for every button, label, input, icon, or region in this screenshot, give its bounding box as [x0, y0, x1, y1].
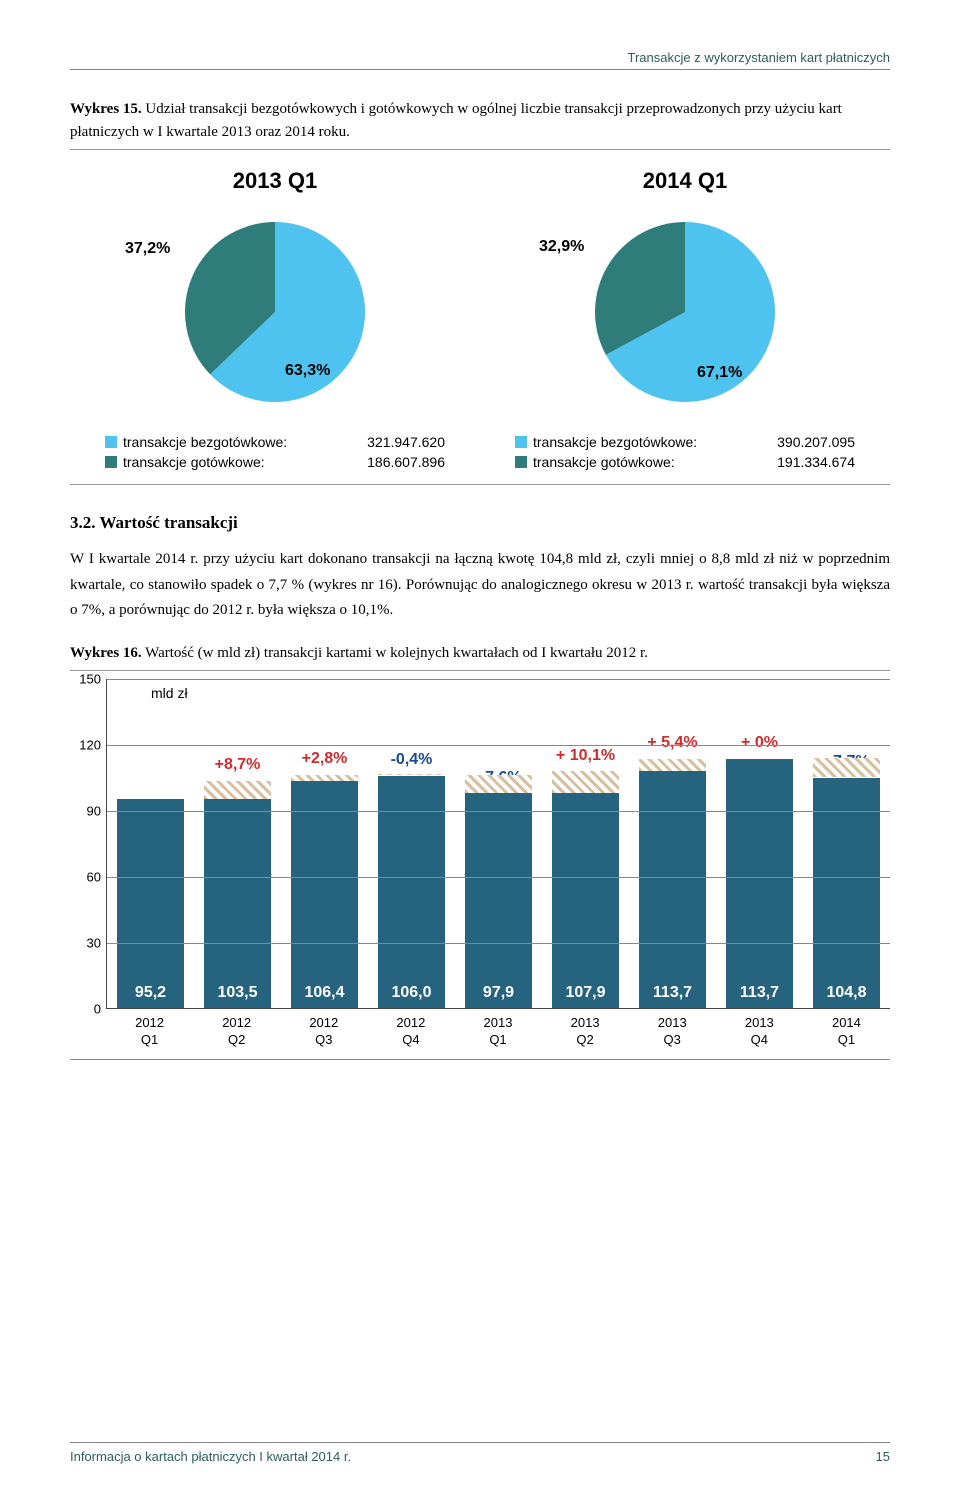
bar: 95,2 — [117, 799, 185, 1008]
y-tick-label: 60 — [87, 870, 101, 885]
bar-delta-label: + 5,4% — [629, 734, 716, 752]
bar-hatch — [552, 771, 620, 793]
legend-right-bez-label: transakcje bezgotówkowe: — [533, 434, 777, 450]
page-footer: Informacja o kartach płatniczych I kwart… — [70, 1442, 890, 1464]
pie-left-got-pct: 63,3% — [285, 362, 330, 380]
section-3-2-heading: 3.2. Wartość transakcji — [70, 513, 890, 533]
bar-hatch — [291, 775, 359, 781]
bar-delta-label: + 10,1% — [542, 747, 629, 765]
bar-slot: - 7,7%104,8 — [803, 679, 890, 1008]
bar-slot: -0,4% 106,0 — [368, 679, 455, 1008]
legend-right-got-label: transakcje gotówkowe: — [533, 454, 777, 470]
legend-right-bez-val: 390.207.095 — [777, 434, 855, 450]
fig15-lead: Wykres 15. — [70, 101, 142, 117]
pie-2013q1: 2013 Q1 37,2% 63,3% — [105, 168, 445, 412]
x-tick-label: 2013Q3 — [629, 1009, 716, 1049]
legend-left-bez-val: 321.947.620 — [367, 434, 445, 450]
bar-value-label: 95,2 — [117, 984, 185, 1002]
fig15-pies: 2013 Q1 37,2% 63,3% 2014 Q1 32,9% 67,1% — [70, 168, 890, 412]
fig16-caption-text: Wartość (w mld zł) transakcji kartami w … — [145, 645, 648, 661]
fig16-caption: Wykres 16. Wartość (w mld zł) transakcji… — [70, 642, 890, 672]
footer-page-number: 15 — [876, 1449, 890, 1464]
fig16-lead: Wykres 16. — [70, 645, 142, 661]
fig15-caption-text: Udział transakcji bezgotówkowych i gotów… — [70, 101, 842, 140]
bar-value-label: 113,7 — [639, 984, 707, 1002]
bar-slot: + 5,4% 113,7 — [629, 679, 716, 1008]
pie-chart-right — [585, 212, 785, 412]
y-tick-label: 90 — [87, 804, 101, 819]
bar: 104,8 — [813, 778, 881, 1008]
swatch-sky-icon — [105, 436, 117, 448]
legend-left-got-label: transakcje gotówkowe: — [123, 454, 367, 470]
bar: 106,4 — [291, 775, 359, 1008]
bar-slot: +2,8% 106,4 — [281, 679, 368, 1008]
bar-slot: 95,2 — [107, 679, 194, 1008]
pie-right-got-pct: 67,1% — [697, 364, 742, 382]
bar-slot: + 0% 113,7 — [716, 679, 803, 1008]
x-tick-label: 2013Q4 — [716, 1009, 803, 1049]
y-tick-label: 0 — [94, 1002, 101, 1017]
bar-value-label: 106,4 — [291, 984, 359, 1002]
x-tick-label: 2012Q4 — [367, 1009, 454, 1049]
x-tick-label: 2013Q1 — [454, 1009, 541, 1049]
footer-left-text: Informacja o kartach płatniczych I kwart… — [70, 1449, 351, 1464]
x-axis-labels: 2012Q12012Q22012Q32012Q42013Q12013Q22013… — [106, 1009, 890, 1049]
bar-hatch — [204, 781, 272, 799]
legend-left: transakcje bezgotówkowe: 321.947.620 tra… — [105, 430, 445, 474]
bar: 97,9 — [465, 793, 533, 1008]
bar-value-label: 104,8 — [813, 984, 881, 1002]
bar-hatch — [813, 758, 881, 778]
divider — [70, 484, 890, 485]
pie-title-right: 2014 Q1 — [515, 168, 855, 194]
legend-left-got-val: 186.607.896 — [367, 454, 445, 470]
bar-value-label: 107,9 — [552, 984, 620, 1002]
fig15-caption: Wykres 15. Udział transakcji bezgotówkow… — [70, 98, 890, 150]
legend-right-got-val: 191.334.674 — [777, 454, 855, 470]
swatch-teal-icon — [105, 456, 117, 468]
bar-delta-label: +2,8% — [281, 750, 368, 768]
page-top-header: Transakcje z wykorzystaniem kart płatnic… — [70, 50, 890, 70]
bar-value-label: 97,9 — [465, 984, 533, 1002]
bar: 107,9 — [552, 771, 620, 1008]
bar-value-label: 106,0 — [378, 984, 446, 1002]
x-tick-label: 2012Q3 — [280, 1009, 367, 1049]
fig16-bar-chart: mld zł 95,2+8,7%103,5+2,8%106,4-0,4%106,… — [70, 679, 890, 1060]
swatch-sky-icon — [515, 436, 527, 448]
bar-delta-label: + 0% — [716, 734, 803, 752]
pie-right-bez-pct: 32,9% — [539, 238, 584, 256]
legend-right: transakcje bezgotówkowe: 390.207.095 tra… — [515, 430, 855, 474]
bar-hatch — [465, 775, 533, 793]
y-tick-label: 120 — [79, 738, 101, 753]
legend-left-bez-label: transakcje bezgotówkowe: — [123, 434, 367, 450]
pie-2014q1: 2014 Q1 32,9% 67,1% — [515, 168, 855, 412]
section-3-2-body: W I kwartale 2014 r. przy użyciu kart do… — [70, 547, 890, 624]
bar-delta-label: +8,7% — [194, 756, 281, 774]
x-tick-label: 2014Q1 — [803, 1009, 890, 1049]
bar-slot: - 7,6%97,9 — [455, 679, 542, 1008]
bar-chart-plot: mld zł 95,2+8,7%103,5+2,8%106,4-0,4%106,… — [106, 679, 890, 1009]
bar-delta-label: -0,4% — [368, 751, 455, 769]
y-tick-label: 30 — [87, 936, 101, 951]
y-tick-label: 150 — [79, 672, 101, 687]
pie-title-left: 2013 Q1 — [105, 168, 445, 194]
bar: 113,7 — [726, 759, 794, 1008]
bar: 103,5 — [204, 781, 272, 1008]
bar-slot: +8,7% 103,5 — [194, 679, 281, 1008]
bar-slot: + 10,1% 107,9 — [542, 679, 629, 1008]
pie-chart-left — [175, 212, 375, 412]
x-tick-label: 2012Q1 — [106, 1009, 193, 1049]
x-tick-label: 2013Q2 — [542, 1009, 629, 1049]
swatch-teal-icon — [515, 456, 527, 468]
bar: 113,7 — [639, 759, 707, 1008]
bar-value-label: 113,7 — [726, 984, 794, 1002]
fig15-legends: transakcje bezgotówkowe: 321.947.620 tra… — [70, 430, 890, 474]
bar-hatch — [639, 759, 707, 772]
pie-left-bez-pct: 37,2% — [125, 240, 170, 258]
x-tick-label: 2012Q2 — [193, 1009, 280, 1049]
bar-value-label: 103,5 — [204, 984, 272, 1002]
